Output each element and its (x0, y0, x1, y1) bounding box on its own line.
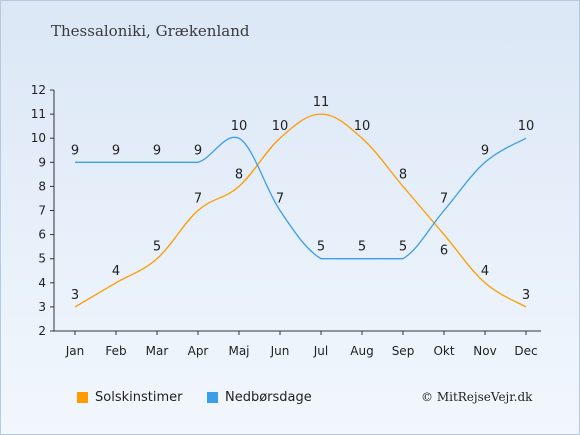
y-tick-label: 12 (31, 83, 46, 97)
x-tick-label: Mar (146, 344, 169, 358)
x-tick-label: Jul (313, 344, 328, 358)
x-tick-label: Okt (433, 344, 454, 358)
x-tick-label: Feb (105, 344, 126, 358)
data-label: 3 (522, 288, 530, 303)
data-label: 5 (358, 240, 366, 255)
legend-item-sun: Solskinstimer (77, 390, 182, 405)
series-line-1 (75, 136, 527, 260)
x-tick-label: Sep (392, 344, 415, 358)
x-tick-label: Jan (65, 344, 85, 358)
data-label: 9 (194, 143, 202, 158)
data-label: 7 (194, 192, 202, 207)
legend-label-rain: Nedbørsdage (225, 390, 312, 405)
data-label: 8 (399, 167, 407, 182)
data-label: 9 (153, 143, 161, 158)
x-tick-label: Nov (473, 344, 496, 358)
x-tick-label: Dec (514, 344, 537, 358)
x-tick-label: Aug (350, 344, 373, 358)
copyright-text: © MitRejseVejr.dk (421, 390, 533, 404)
data-label: 9 (112, 143, 120, 158)
legend-label-sun: Solskinstimer (95, 390, 183, 405)
data-label: 10 (518, 119, 535, 134)
y-tick-label: 6 (38, 228, 46, 242)
y-tick-label: 10 (31, 131, 46, 145)
data-label: 9 (481, 143, 489, 158)
y-tick-label: 5 (38, 252, 46, 266)
data-label: 5 (153, 240, 161, 255)
data-label: 7 (440, 192, 448, 207)
legend-swatch-sun (77, 392, 88, 403)
data-label: 10 (272, 119, 289, 134)
x-tick-label: Apr (188, 344, 209, 358)
data-label: 3 (71, 288, 79, 303)
y-tick-label: 4 (38, 276, 46, 290)
data-label: 10 (231, 119, 248, 134)
data-label: 11 (313, 95, 330, 110)
chart-title: Thessaloniki, Grækenland (51, 22, 250, 40)
data-label: 5 (317, 240, 325, 255)
data-label: 6 (440, 244, 448, 259)
y-tick-label: 3 (38, 300, 46, 314)
data-label: 4 (112, 264, 120, 279)
data-label: 10 (354, 119, 371, 134)
data-label: 4 (481, 264, 489, 279)
y-tick-label: 7 (38, 204, 46, 218)
y-tick-label: 8 (38, 179, 46, 193)
data-label: 5 (399, 240, 407, 255)
x-tick-label: Maj (228, 344, 249, 358)
series-line-0 (74, 113, 527, 308)
data-label: 7 (276, 192, 284, 207)
legend-swatch-rain (207, 392, 218, 403)
data-label: 8 (235, 167, 243, 182)
data-label: 9 (71, 143, 79, 158)
legend-item-rain: Nedbørsdage (207, 390, 312, 405)
y-tick-label: 11 (31, 107, 46, 121)
x-tick-label: Jun (270, 344, 290, 358)
y-tick-label: 2 (38, 324, 46, 338)
y-tick-label: 9 (38, 155, 46, 169)
